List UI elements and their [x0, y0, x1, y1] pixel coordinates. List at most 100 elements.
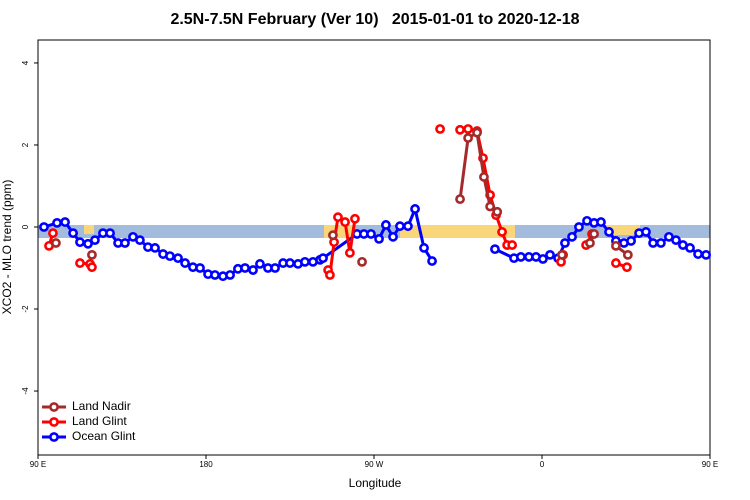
data-point — [90, 235, 100, 246]
data-point — [195, 263, 205, 273]
data-point — [120, 238, 130, 248]
data-point — [325, 270, 335, 280]
data-point — [656, 238, 666, 248]
data-point — [135, 235, 145, 246]
data-point — [516, 252, 526, 262]
data-point — [671, 235, 681, 246]
data-point — [419, 243, 429, 253]
data-point — [604, 227, 614, 237]
legend-marker — [49, 432, 59, 442]
data-point — [366, 229, 376, 239]
data-point — [333, 212, 343, 223]
data-point — [701, 249, 711, 260]
data-point — [403, 221, 413, 232]
land-band — [84, 225, 94, 234]
data-point — [318, 253, 328, 264]
data-point — [173, 253, 183, 264]
data-point — [585, 238, 595, 248]
data-point — [589, 229, 599, 239]
data-point — [248, 265, 258, 275]
y-tick-label: -2 — [21, 305, 30, 313]
y-axis-label: XCO2 - MLO trend (ppm) — [0, 180, 14, 315]
data-point — [435, 124, 445, 134]
data-point — [574, 222, 584, 232]
x-tick-label: 180 — [199, 460, 213, 469]
data-point — [463, 133, 473, 143]
data-point — [596, 217, 606, 227]
data-point — [622, 249, 633, 260]
data-point — [538, 254, 548, 264]
x-tick-label: 90 E — [30, 460, 46, 469]
data-point — [557, 249, 567, 260]
data-point — [685, 243, 695, 253]
data-point — [39, 222, 49, 232]
data-point — [52, 217, 62, 228]
data-point — [51, 238, 61, 248]
data-point — [622, 262, 632, 273]
data-point — [410, 204, 420, 214]
data-point — [87, 262, 97, 273]
data-point — [350, 213, 360, 224]
legend-label: Land Nadir — [72, 399, 131, 413]
y-tick-label: 4 — [21, 60, 30, 65]
data-point — [507, 240, 518, 250]
data-point — [381, 220, 391, 230]
data-point — [75, 258, 85, 268]
data-point — [472, 127, 482, 138]
x-tick-label: 90 E — [702, 460, 718, 469]
data-point — [165, 251, 175, 262]
x-tick-label: 90 W — [365, 460, 384, 469]
data-point — [479, 172, 489, 182]
legend-marker — [49, 402, 59, 412]
data-point — [83, 238, 93, 249]
data-point — [75, 237, 85, 248]
data-point — [340, 217, 350, 227]
data-point — [560, 238, 570, 248]
data-point — [455, 194, 465, 205]
data-point — [180, 258, 190, 268]
data-point — [105, 228, 115, 239]
data-point — [225, 270, 235, 280]
data-point — [485, 201, 496, 212]
data-point — [388, 231, 398, 242]
data-point — [648, 238, 658, 248]
data-point — [492, 206, 503, 217]
data-point — [545, 249, 555, 260]
data-point — [48, 228, 58, 239]
data-point — [255, 259, 265, 269]
data-point — [240, 263, 250, 273]
chart-title: 2.5N-7.5N February (Ver 10) 2015-01-01 t… — [170, 11, 579, 28]
legend-marker — [49, 417, 59, 427]
data-point — [693, 249, 703, 259]
data-point — [626, 236, 636, 246]
y-tick-label: 0 — [21, 224, 30, 229]
data-point — [60, 217, 70, 227]
data-point — [374, 233, 384, 244]
data-point — [150, 243, 160, 253]
data-point — [395, 221, 405, 232]
data-point — [345, 247, 355, 258]
data-point — [497, 227, 507, 237]
data-point — [357, 256, 367, 267]
data-point — [87, 249, 97, 260]
data-point — [328, 230, 338, 241]
data-point — [300, 256, 310, 267]
legend-label: Ocean Glint — [72, 429, 136, 443]
land-band — [606, 225, 640, 235]
data-point — [611, 240, 621, 251]
data-point — [567, 231, 577, 242]
data-point — [285, 258, 295, 268]
x-tick-label: 0 — [540, 460, 545, 469]
x-axis-label: Longitude — [349, 476, 402, 490]
legend-label: Land Glint — [72, 414, 127, 428]
data-point — [68, 228, 78, 239]
y-tick-label: 2 — [21, 142, 30, 147]
data-point — [641, 227, 651, 237]
data-point — [611, 258, 621, 268]
data-point — [463, 124, 473, 134]
y-tick-label: -4 — [21, 387, 30, 395]
data-point — [210, 270, 220, 280]
